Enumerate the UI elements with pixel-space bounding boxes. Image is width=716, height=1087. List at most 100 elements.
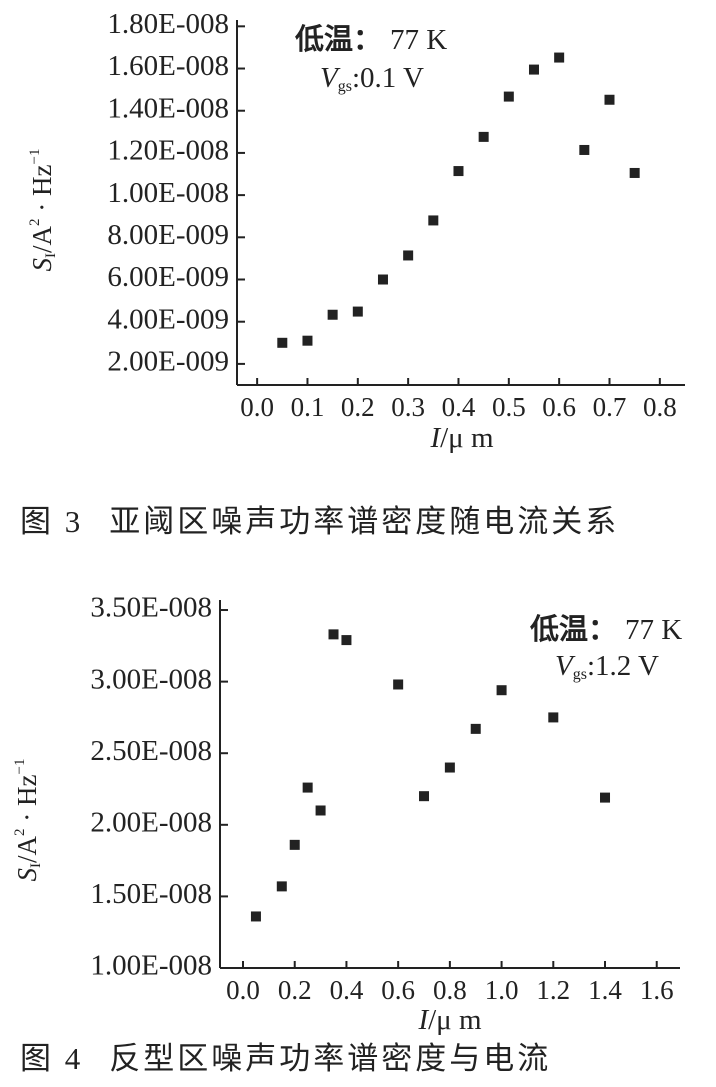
x-tick-label: 0.4: [442, 392, 476, 422]
data-point: [327, 309, 338, 320]
data-point: [554, 52, 565, 63]
x-axis-label: I/μ m: [429, 422, 494, 454]
y-axis-label-part: /A: [27, 225, 57, 253]
annotation: Vgs:1.2 V: [555, 650, 659, 683]
x-tick-label: 1.6: [640, 975, 674, 1005]
x-tick-label: 0.2: [341, 392, 375, 422]
x-axis-label-part: I: [417, 1004, 429, 1036]
data-point: [629, 167, 640, 178]
x-tick-label: 0.2: [278, 975, 312, 1005]
x-tick-label: 0.1: [291, 392, 325, 422]
data-point: [250, 911, 261, 922]
x-tick-label: 0.0: [226, 975, 260, 1005]
y-tick-label: 8.00E-009: [107, 219, 229, 251]
annotation-part: V: [320, 62, 341, 94]
x-tick-label: 0.3: [391, 392, 425, 422]
y-tick-label: 3.00E-008: [90, 663, 212, 695]
y-tick-label: 1.20E-008: [107, 135, 229, 167]
data-point: [478, 131, 489, 142]
y-tick-label: 2.00E-008: [90, 806, 212, 838]
x-tick-label: 0.8: [433, 975, 467, 1005]
x-tick-label: 1.2: [536, 975, 570, 1005]
caption-number: 图 4: [20, 1041, 83, 1076]
y-tick-label: 3.50E-008: [90, 592, 212, 624]
annotation-part: 77 K: [625, 614, 682, 646]
data-point: [289, 839, 300, 850]
data-point: [444, 762, 455, 773]
x-axis-label: I/μ m: [417, 1004, 482, 1036]
data-point: [453, 166, 464, 177]
data-point: [600, 792, 611, 803]
y-axis-label-part: S: [12, 867, 42, 881]
annotation-part: 低温：: [294, 23, 382, 56]
y-axis-label-part: −1: [12, 759, 28, 775]
x-axis-label-part: I: [429, 422, 441, 454]
caption-number: 图 3: [20, 504, 83, 539]
data-point: [403, 250, 414, 261]
data-point: [428, 215, 439, 226]
y-axis-label-part: I: [28, 863, 44, 868]
data-point: [302, 782, 313, 793]
y-axis-label: SI/A2 · Hz−1: [12, 759, 44, 882]
y-axis-label-part: −1: [27, 149, 43, 165]
annotation: Vgs:0.1 V: [320, 62, 424, 95]
caption-text: 反型区噪声功率谱密度与电流: [109, 1041, 551, 1076]
x-axis-label-part: /μ m: [440, 422, 494, 454]
data-point: [470, 723, 481, 734]
x-tick-label: 1.0: [485, 975, 519, 1005]
data-point: [496, 685, 507, 696]
x-axis-label-part: /μ m: [428, 1004, 482, 1036]
y-tick-label: 1.00E-008: [107, 177, 229, 209]
x-tick-label: 0.6: [542, 392, 576, 422]
data-point: [352, 306, 363, 317]
x-tick-label: 1.4: [588, 975, 622, 1005]
data-point: [393, 679, 404, 690]
y-axis-label-part: · Hz: [12, 774, 42, 828]
y-axis-label: SI/A2 · Hz−1: [27, 149, 59, 272]
y-tick-label: 6.00E-009: [107, 261, 229, 293]
data-point: [528, 64, 539, 75]
data-point: [503, 91, 514, 102]
y-axis-label-part: · Hz: [27, 164, 57, 218]
caption: 图 4 反型区噪声功率谱密度与电流: [20, 1041, 551, 1076]
x-tick-label: 0.8: [643, 392, 677, 422]
annotation-part: :0.1 V: [352, 62, 424, 94]
y-axis-label-part: 2: [12, 828, 28, 836]
data-point: [277, 337, 288, 348]
data-point: [377, 274, 388, 285]
annotation-part: 77 K: [390, 24, 447, 56]
caption-text: 亚阈区噪声功率谱密度随电流关系: [109, 504, 619, 539]
y-tick-label: 2.00E-009: [107, 346, 229, 378]
y-tick-label: 1.00E-008: [90, 950, 212, 982]
y-tick-label: 1.50E-008: [90, 878, 212, 910]
annotation-part: gs: [573, 666, 587, 683]
data-point: [548, 712, 559, 723]
data-point: [579, 144, 590, 155]
data-point: [341, 635, 352, 646]
annotation-part: 低温：: [529, 613, 617, 646]
y-tick-label: 1.60E-008: [107, 50, 229, 82]
data-point: [276, 881, 287, 892]
y-axis-label-part: 2: [27, 218, 43, 226]
y-tick-label: 4.00E-009: [107, 303, 229, 335]
x-tick-label: 0.6: [381, 975, 415, 1005]
x-tick-label: 0.7: [593, 392, 627, 422]
data-point: [302, 335, 313, 346]
y-axis-label-part: S: [27, 257, 57, 271]
annotation: 低温： 77 K: [529, 613, 682, 646]
caption: 图 3 亚阈区噪声功率谱密度随电流关系: [20, 504, 619, 539]
annotation-part: :1.2 V: [587, 650, 659, 682]
x-tick-label: 0.5: [492, 392, 526, 422]
y-axis-label-part: I: [43, 253, 59, 258]
y-axis-label-part: /A: [12, 835, 42, 863]
x-tick-label: 0.4: [330, 975, 364, 1005]
y-tick-label: 2.50E-008: [90, 735, 212, 767]
data-point: [419, 791, 430, 802]
data-point: [604, 94, 615, 105]
y-tick-label: 1.80E-008: [107, 8, 229, 40]
data-point: [315, 805, 326, 816]
data-point: [328, 629, 339, 640]
y-tick-label: 1.40E-008: [107, 92, 229, 124]
x-tick-label: 0.0: [240, 392, 274, 422]
